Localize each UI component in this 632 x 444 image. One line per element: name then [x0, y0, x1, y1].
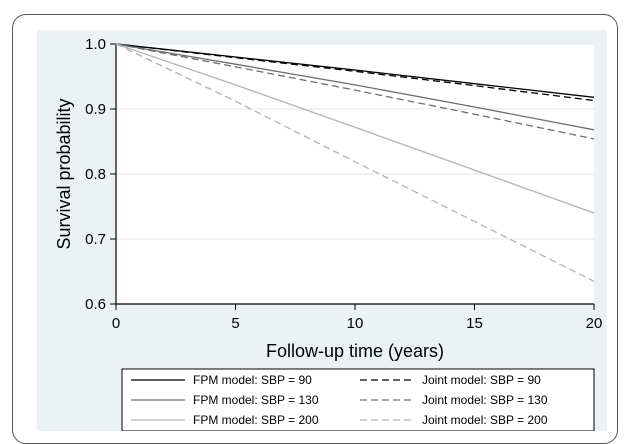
series-line-3 [115, 43, 595, 140]
axes: 1.0 0.9 0.8 0.7 0.6 0 5 10 15 20 [85, 36, 602, 332]
legend-label-5: Joint model: SBP = 200 [422, 413, 548, 427]
x-axis-title: Follow-up time (years) [266, 341, 444, 361]
legend-label-1: Joint model: SBP = 90 [422, 373, 541, 387]
y-tick-label-4: 0.6 [85, 296, 106, 313]
legend-label-3: Joint model: SBP = 130 [422, 393, 548, 407]
series-line-2 [115, 43, 595, 131]
legend-box [121, 368, 595, 431]
y-tick-label-2: 0.8 [85, 166, 106, 183]
x-tick-label-0: 0 [112, 315, 120, 332]
legend-label-0: FPM model: SBP = 90 [193, 373, 312, 387]
gridlines [116, 43, 594, 240]
x-tick-label-1: 5 [231, 315, 239, 332]
y-tick-label-0: 1.0 [85, 36, 106, 53]
y-axis-title: Survival probability [54, 98, 74, 249]
series-line-4 [115, 43, 595, 214]
series-line-5 [115, 43, 595, 282]
x-tick-label-4: 20 [586, 315, 603, 332]
legend: FPM model: SBP = 90 Joint model: SBP = 90… [121, 368, 595, 431]
series-lines [115, 43, 595, 282]
x-tick-label-3: 15 [466, 315, 483, 332]
series-line-1 [115, 43, 595, 102]
x-tick-label-2: 10 [347, 315, 364, 332]
y-tick-label-3: 0.7 [85, 231, 106, 248]
survival-chart: 1.0 0.9 0.8 0.7 0.6 0 5 10 15 20 Follow-up time (… [37, 30, 607, 431]
y-tick-label-1: 0.9 [85, 101, 106, 118]
legend-label-2: FPM model: SBP = 130 [193, 393, 319, 407]
legend-label-4: FPM model: SBP = 200 [193, 413, 319, 427]
